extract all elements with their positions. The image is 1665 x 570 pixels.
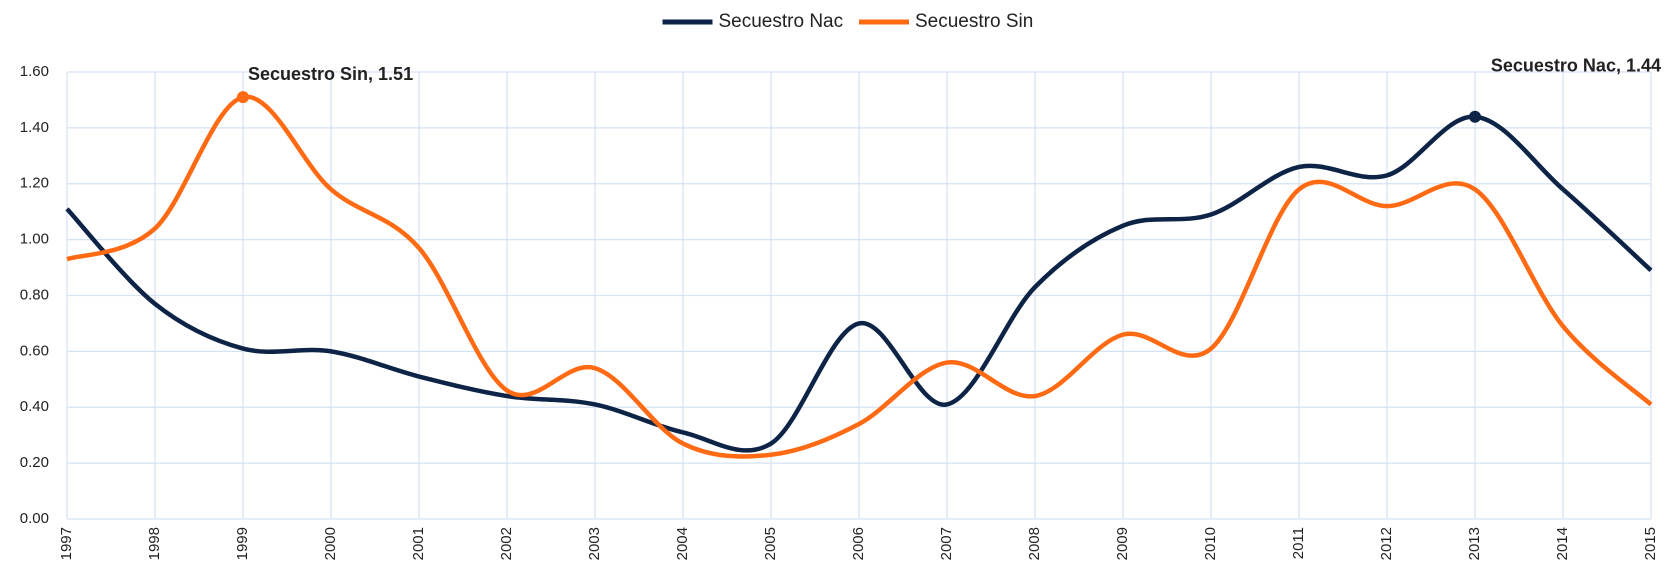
data-label: Secuestro Sin, 1.51 (248, 64, 413, 84)
y-tick-label: 0.80 (20, 286, 49, 303)
y-tick-label: 0.20 (20, 454, 49, 471)
x-tick-label: 2003 (586, 527, 603, 560)
y-tick-label: 1.40 (20, 119, 49, 136)
data-label: Secuestro Nac, 1.44 (1491, 55, 1661, 75)
series-line (65, 114, 1653, 453)
x-tick-label: 2008 (1026, 527, 1043, 560)
y-tick-label: 1.20 (20, 175, 49, 192)
x-tick-label: 2012 (1378, 527, 1395, 560)
x-tick-label: 2007 (938, 527, 955, 560)
x-tick-label: 2006 (850, 527, 867, 560)
x-tick-label: 2014 (1554, 527, 1571, 560)
x-tick-label: 1999 (234, 527, 251, 560)
x-tick-label: 1998 (146, 527, 163, 560)
series-line (66, 94, 1653, 459)
legend: Secuestro Nac Secuestro Sin (662, 11, 1033, 32)
legend-label: Secuestro Nac (719, 11, 844, 32)
y-tick-label: 1.00 (20, 231, 49, 248)
y-tick-label: 0.00 (20, 510, 49, 527)
x-tick-label: 2002 (498, 527, 515, 560)
x-tick-label: 2013 (1466, 527, 1483, 560)
x-tick-label: 2001 (410, 527, 427, 560)
legend-label: Secuestro Sin (915, 11, 1033, 32)
point-marker (237, 91, 249, 104)
x-tick-label: 2000 (322, 527, 339, 560)
point-marker (1469, 110, 1481, 123)
x-tick-label: 2004 (674, 527, 691, 560)
x-tick-label: 2010 (1202, 527, 1219, 560)
y-tick-label: 0.60 (20, 342, 49, 359)
x-tick-label: 2009 (1114, 527, 1131, 560)
x-tick-label: 2011 (1290, 527, 1307, 559)
x-tick-label: 2005 (762, 527, 779, 560)
x-tick-label: 1997 (58, 527, 75, 560)
y-tick-label: 1.60 (20, 63, 49, 80)
x-tick-label: 2015 (1642, 527, 1659, 560)
y-tick-label: 0.40 (20, 398, 49, 415)
